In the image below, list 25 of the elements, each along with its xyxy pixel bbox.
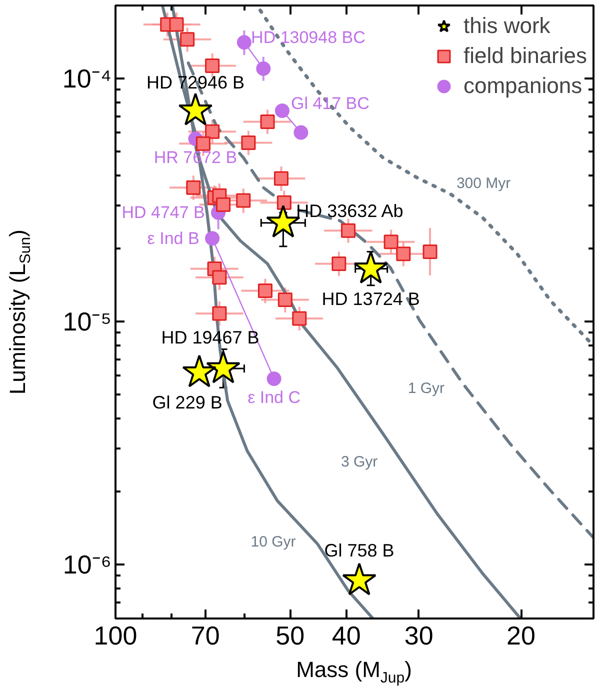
y-tick-label: 10⁻⁶	[62, 550, 112, 580]
data-label: ε Ind B	[147, 228, 200, 248]
x-axis-title: Mass (M$_{Jup}$)	[296, 657, 412, 688]
data-label: HD 4747 B	[122, 203, 205, 222]
y-tick-label: 10⁻⁴	[62, 64, 112, 94]
y-tick-label: 10⁻⁵	[62, 306, 112, 337]
x-tick-label: 20	[506, 620, 536, 650]
x-tick-label: 70	[190, 620, 220, 650]
annotation: 1 Gyr	[408, 380, 445, 398]
x-tick-label: 30	[404, 620, 434, 650]
x-tick-label: 40	[332, 620, 361, 650]
legend-label: companions	[463, 73, 582, 99]
annotation: 10 Gyr	[250, 533, 296, 550]
annotation: 3 Gyr	[340, 454, 378, 471]
x-tick-label: 50	[276, 620, 305, 650]
annotation: 300 Myr	[456, 174, 511, 192]
data-label: HD 13724 B	[322, 288, 420, 309]
x-tick-label: 100	[94, 620, 138, 650]
data-label: Gl 229 B	[152, 392, 222, 413]
legend-label: this work	[463, 13, 550, 39]
data-label: ε Ind C	[248, 388, 301, 408]
data-label: HD 130948 BC	[251, 28, 366, 47]
legend-label: field binaries	[463, 43, 587, 69]
data-label: Gl 758 B	[324, 540, 394, 561]
data-label: Gl 417 BC	[290, 94, 370, 114]
